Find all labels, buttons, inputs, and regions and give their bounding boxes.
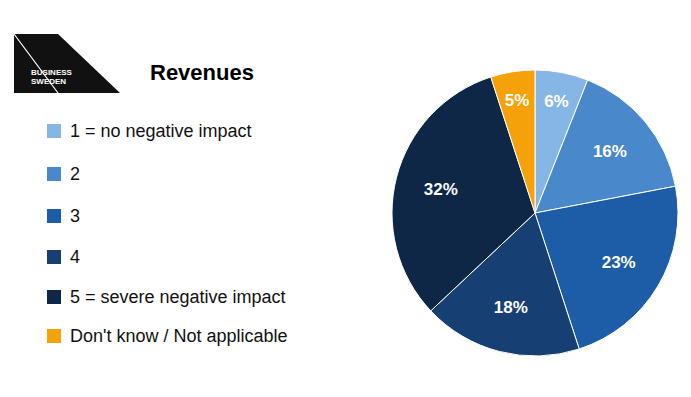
logo-text: BUSINESS <box>31 68 73 77</box>
logo-text: SWEDEN <box>31 77 66 86</box>
legend: 1 = no negative impact 2 3 4 5 = severe nega… <box>47 121 288 346</box>
data-label: 5% <box>505 91 530 110</box>
chart-root: BUSINESSSWEDEN Revenues 1 = no negative im… <box>0 0 691 397</box>
data-label: 23% <box>602 253 636 272</box>
legend-label: 5 = severe negative impact <box>70 287 286 307</box>
legend-swatch <box>47 250 61 264</box>
legend-swatch <box>47 124 61 138</box>
logo-shape <box>14 34 120 93</box>
legend-label: Don't know / Not applicable <box>70 326 288 346</box>
pie <box>392 70 678 356</box>
legend-swatch <box>47 209 61 223</box>
pie-slice <box>491 70 535 213</box>
title: Revenues <box>150 60 254 85</box>
legend-swatch <box>47 290 61 304</box>
legend-label: 2 <box>70 164 80 184</box>
legend-label: 3 <box>70 206 80 226</box>
legend-label: 1 = no negative impact <box>70 121 252 141</box>
legend-label: 4 <box>70 247 80 267</box>
data-label: 6% <box>544 92 569 111</box>
data-label: 32% <box>424 180 458 199</box>
data-labels: 6% 16% 23% 18% 32% 5% <box>424 91 636 317</box>
data-label: 18% <box>494 298 528 317</box>
legend-swatch <box>47 329 61 343</box>
data-label: 16% <box>593 142 627 161</box>
logo: BUSINESSSWEDEN <box>14 34 120 93</box>
legend-swatch <box>47 167 61 181</box>
